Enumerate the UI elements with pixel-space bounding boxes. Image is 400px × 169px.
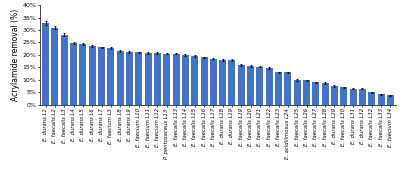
- Bar: [107, 48, 114, 105]
- Bar: [79, 44, 86, 105]
- Bar: [331, 86, 338, 105]
- Bar: [117, 51, 124, 105]
- Bar: [191, 56, 198, 105]
- Bar: [368, 92, 375, 105]
- Bar: [126, 52, 133, 105]
- Bar: [275, 72, 282, 105]
- Bar: [322, 83, 329, 105]
- Bar: [294, 80, 301, 105]
- Bar: [228, 60, 236, 105]
- Bar: [135, 52, 142, 105]
- Bar: [52, 28, 58, 105]
- Bar: [284, 72, 291, 105]
- Bar: [303, 80, 310, 105]
- Bar: [145, 53, 152, 105]
- Bar: [210, 59, 217, 105]
- Bar: [219, 60, 226, 105]
- Y-axis label: Acrylamide removal (%): Acrylamide removal (%): [11, 9, 20, 101]
- Bar: [378, 94, 384, 105]
- Bar: [266, 68, 273, 105]
- Bar: [172, 54, 180, 105]
- Bar: [340, 87, 347, 105]
- Bar: [163, 54, 170, 105]
- Bar: [247, 66, 254, 105]
- Bar: [359, 89, 366, 105]
- Bar: [350, 89, 357, 105]
- Bar: [182, 55, 189, 105]
- Bar: [70, 43, 77, 105]
- Bar: [61, 35, 68, 105]
- Bar: [238, 65, 245, 105]
- Bar: [98, 47, 105, 105]
- Bar: [42, 22, 49, 105]
- Bar: [200, 57, 208, 105]
- Bar: [256, 67, 264, 105]
- Bar: [387, 95, 394, 105]
- Bar: [154, 53, 161, 105]
- Bar: [312, 82, 319, 105]
- Bar: [89, 46, 96, 105]
